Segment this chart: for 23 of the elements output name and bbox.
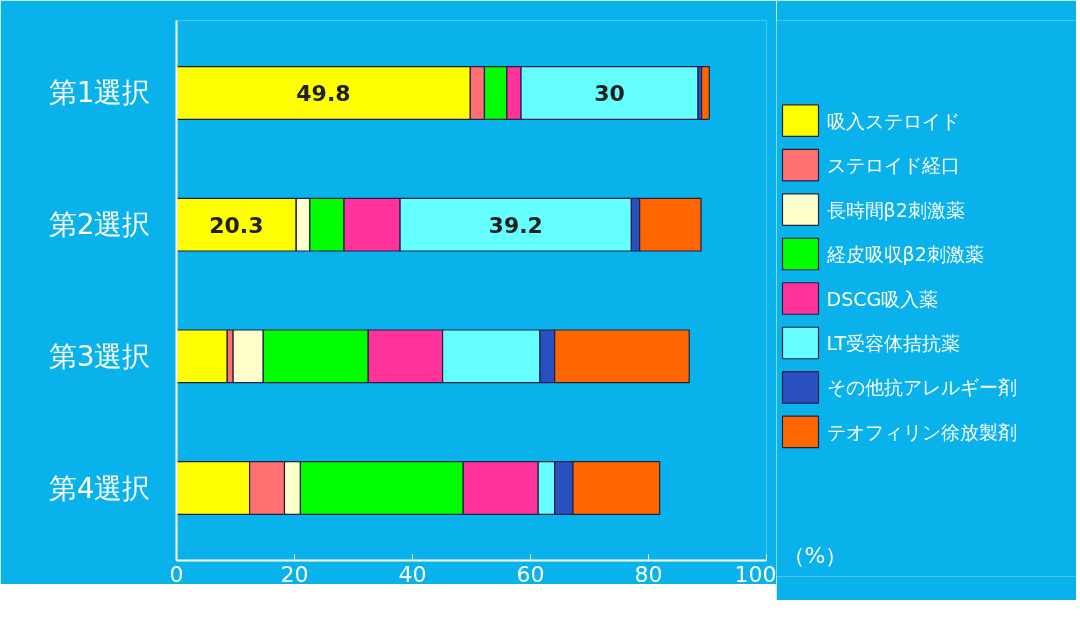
x-tick-label: 40 — [398, 561, 427, 587]
legend-label: ステロイド経口 — [826, 154, 960, 177]
data-label: 20.3 — [209, 212, 264, 238]
legend-label: LT受容体拮抗薬 — [826, 331, 961, 354]
data-label: 39.2 — [488, 212, 543, 238]
legend-label: その他抗アレルギー剤 — [826, 376, 1017, 399]
x-tick-label: 60 — [516, 561, 545, 587]
legend-label: DSCG吸入薬 — [826, 287, 939, 310]
data-label: 49.8 — [296, 80, 351, 106]
legend-label: 吸入ステロイド — [826, 109, 960, 132]
x-axis-title: （%） — [782, 542, 848, 568]
y-tick-label: 第1選択 — [48, 76, 151, 110]
y-tick-label: 第2選択 — [48, 208, 151, 242]
y-tick-label: 第3選択 — [48, 339, 151, 373]
legend-label: 長時間β2刺激薬 — [826, 198, 965, 221]
data-label: 30 — [594, 80, 625, 106]
x-tick-label: 0 — [169, 561, 184, 587]
x-tick-label: 80 — [634, 561, 663, 587]
x-tick-label: 100 — [734, 561, 777, 587]
x-tick-label: 20 — [280, 561, 309, 587]
legend-label: テオフィリン徐放製剤 — [826, 420, 1017, 443]
legend-label: 経皮吸収β2刺激薬 — [825, 243, 984, 266]
y-tick-label: 第4選択 — [48, 471, 151, 505]
